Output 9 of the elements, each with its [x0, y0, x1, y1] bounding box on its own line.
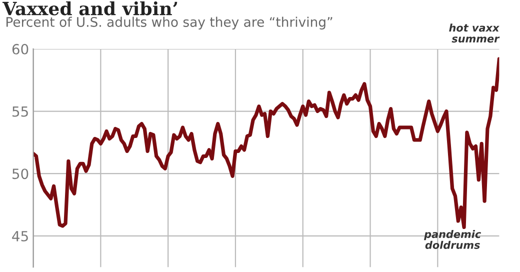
- y-tick-label: 50: [12, 168, 28, 180]
- y-tick-label: 55: [12, 106, 28, 117]
- line-series: [33, 57, 500, 230]
- chart-subtitle: Percent of U.S. adults who say they are “thriving”: [6, 16, 332, 30]
- annotation: pandemic doldrums: [424, 230, 481, 249]
- y-tick-label: 60: [12, 44, 28, 54]
- y-tick-label: 45: [12, 231, 28, 242]
- text: hot vaxx summer: [449, 24, 500, 43]
- chart-title: Vaxxed and vibin’: [2, 1, 178, 16]
